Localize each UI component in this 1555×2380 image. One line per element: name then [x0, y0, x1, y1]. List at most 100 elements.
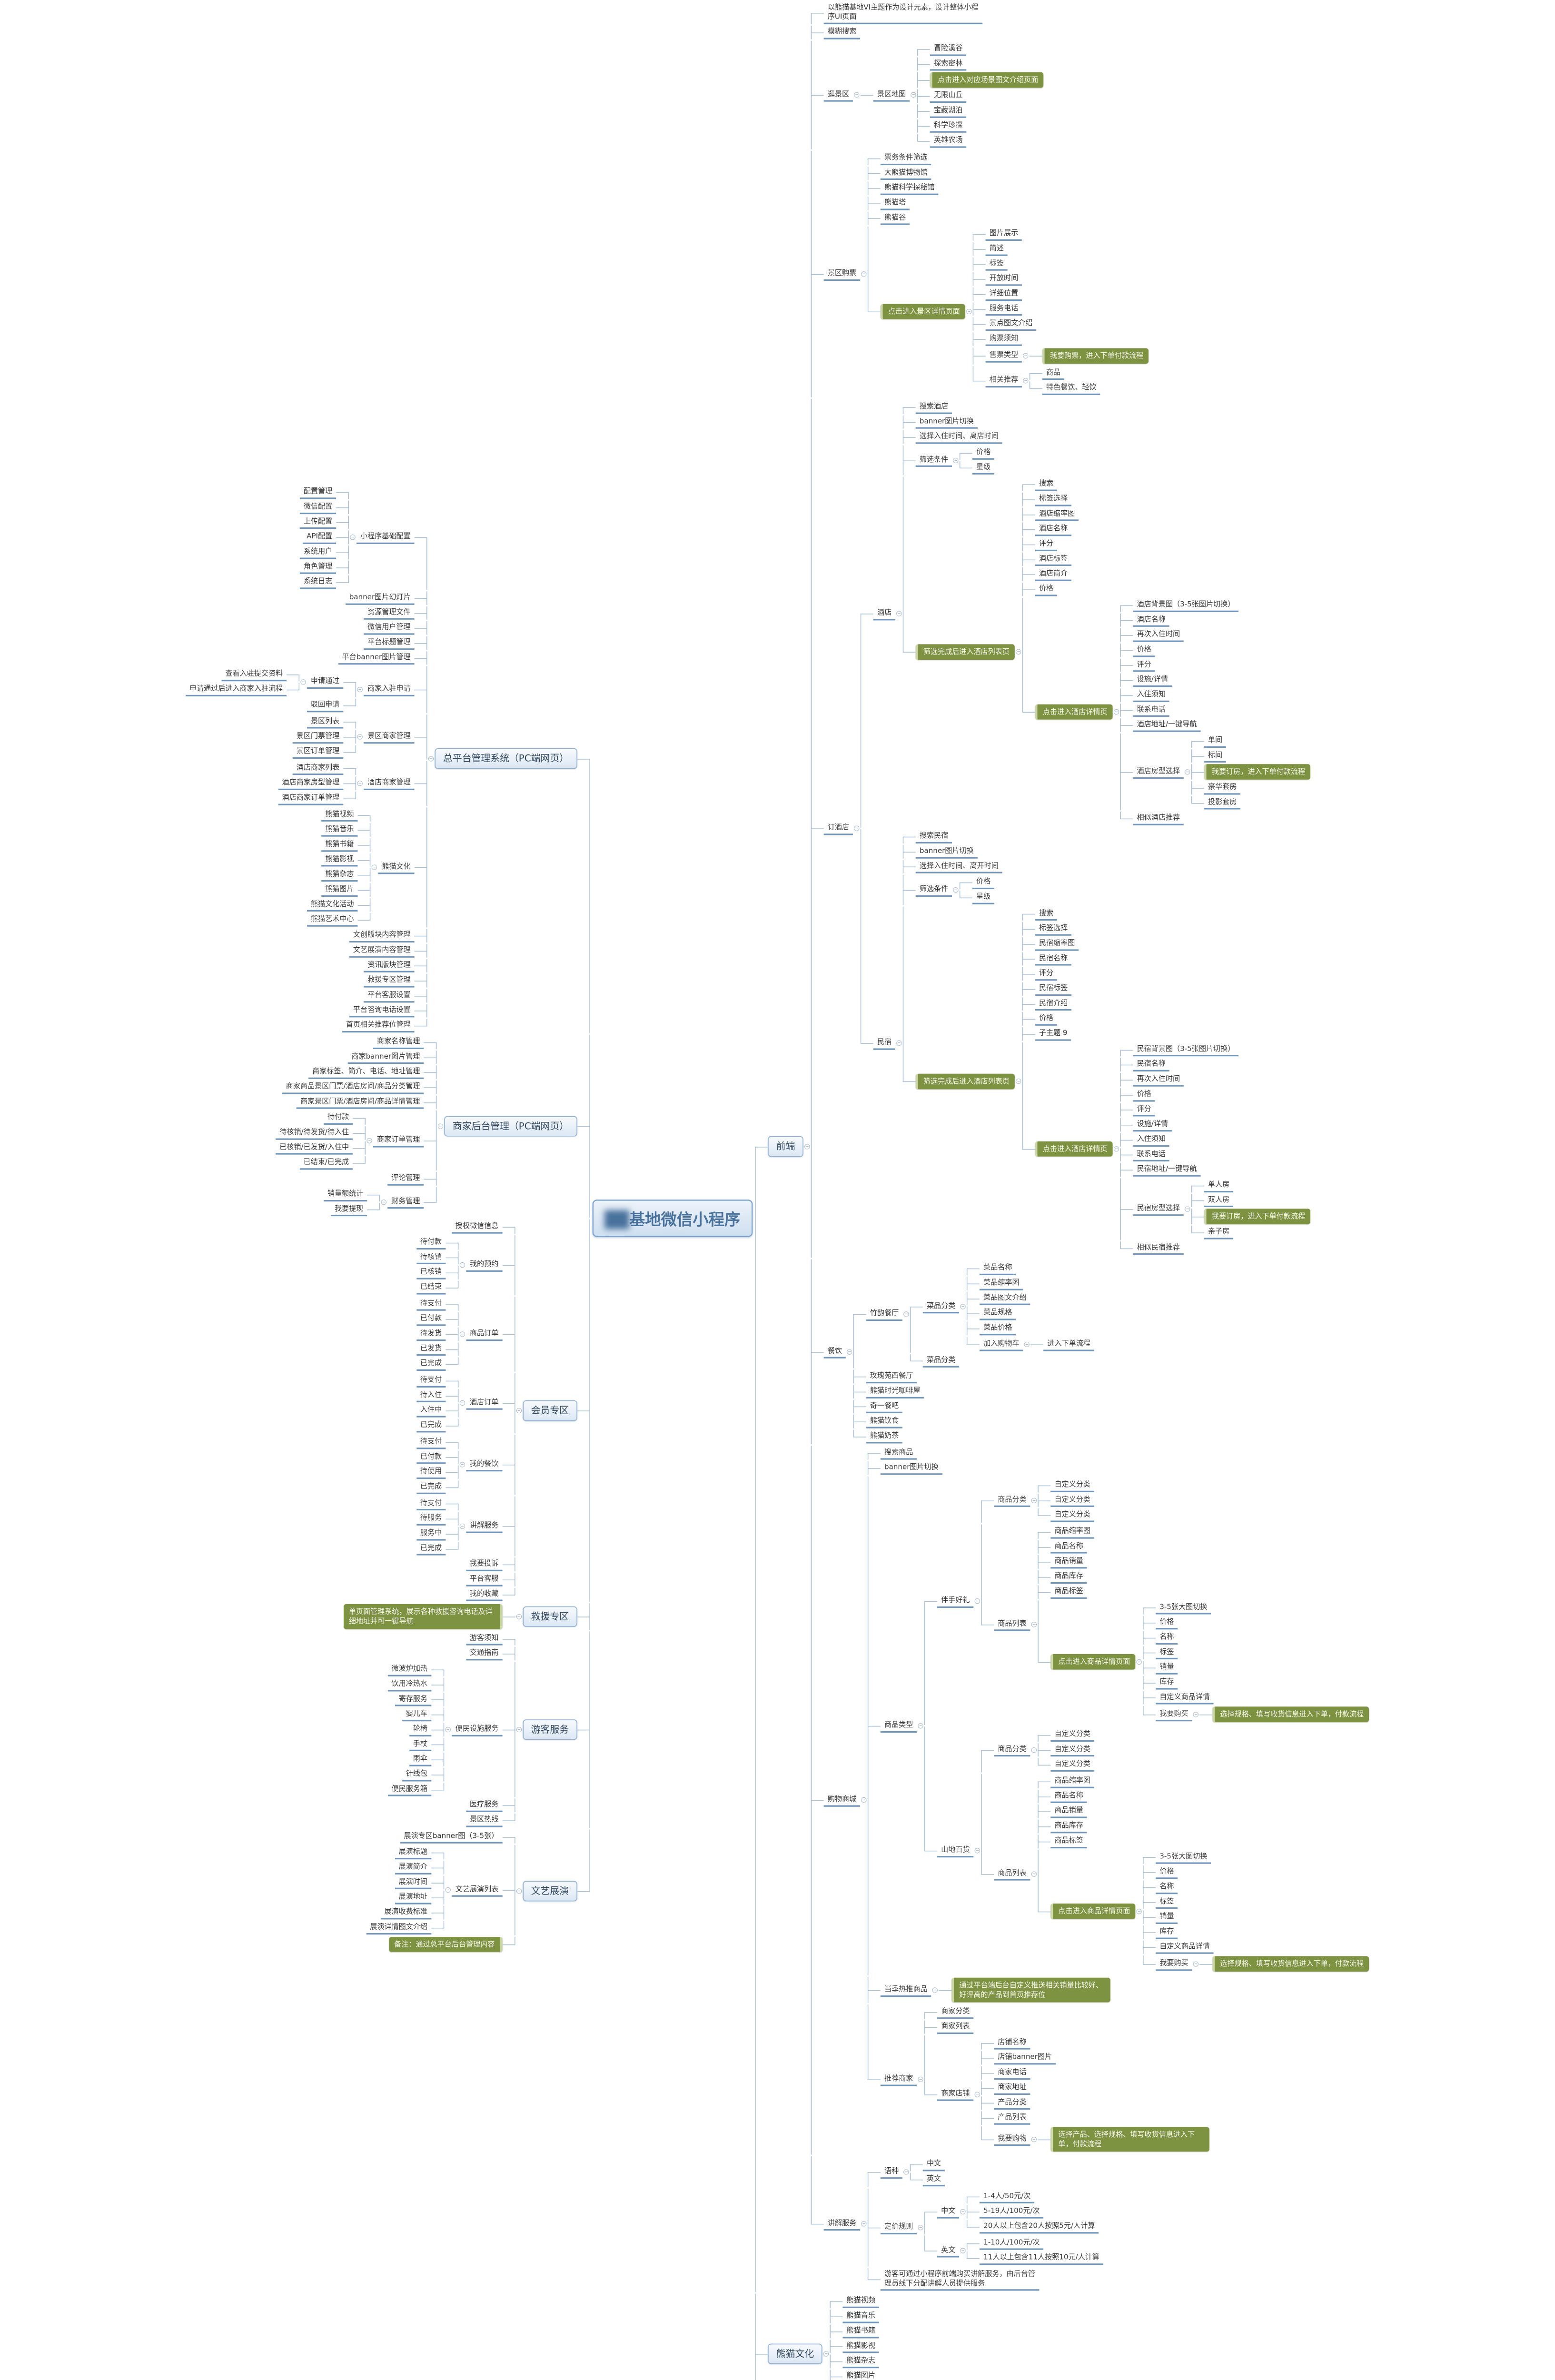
collapse-icon[interactable]: − — [516, 1726, 522, 1733]
topic-node[interactable]: 自定义分类 — [1050, 1728, 1095, 1742]
topic-node[interactable]: 熊猫图片 — [321, 883, 358, 897]
topic-node[interactable]: 以熊猫基地VI主题作为设计元素，设计整体小程序UI页面 — [824, 1, 983, 25]
topic-node[interactable]: 入住须知 — [1133, 688, 1170, 702]
topic-node[interactable]: 展演专区banner图（3-5张） — [400, 1830, 503, 1844]
topic-node[interactable]: 开放时间 — [986, 272, 1022, 286]
topic-node[interactable]: 景区购票 — [824, 268, 861, 281]
topic-node[interactable]: 菜品规格 — [980, 1307, 1016, 1320]
topic-node[interactable]: 投影套房 — [1204, 796, 1241, 810]
topic-node[interactable]: 当季热推商品 — [881, 1983, 931, 1997]
topic-node[interactable]: 单人房 — [1204, 1179, 1234, 1192]
topic-node[interactable]: 搜索 — [1035, 477, 1058, 491]
topic-node[interactable]: 酒店商家房型管理 — [278, 777, 344, 790]
topic-node[interactable]: 价格 — [1133, 1088, 1156, 1102]
topic-node[interactable]: 平台客服设置 — [364, 989, 415, 1003]
topic-node[interactable]: 待使用 — [416, 1466, 446, 1479]
topic-node[interactable]: 微信配置 — [300, 501, 337, 514]
topic-node[interactable]: 我的收藏 — [466, 1588, 503, 1602]
central-topic[interactable]: ██基地微信小程序 — [592, 1200, 753, 1237]
topic-node[interactable]: 待支付 — [416, 1497, 446, 1511]
topic-node[interactable]: 自定义商品详情 — [1156, 1691, 1214, 1705]
topic-node[interactable]: 熊猫科学探秘馆 — [881, 181, 939, 195]
collapse-icon[interactable]: − — [896, 611, 902, 616]
topic-node[interactable]: 待核销 — [416, 1251, 446, 1265]
collapse-icon[interactable]: − — [1031, 1621, 1037, 1627]
topic-node[interactable]: 模糊搜索 — [824, 26, 861, 40]
collapse-icon[interactable]: − — [1185, 1206, 1191, 1212]
topic-node[interactable]: 待入住 — [416, 1389, 446, 1403]
topic-node[interactable]: 已完成 — [416, 1358, 446, 1371]
topic-node[interactable]: 民宿名称 — [1035, 952, 1072, 966]
topic-node[interactable]: 价格 — [1035, 1012, 1058, 1026]
topic-node[interactable]: 待服务 — [416, 1512, 446, 1526]
topic-node[interactable]: 自定义分类 — [1050, 1478, 1095, 1492]
topic-node[interactable]: 熊猫书籍 — [843, 2325, 880, 2339]
topic-node[interactable]: 待支付 — [416, 1436, 446, 1449]
topic-node[interactable]: 山地百货 — [937, 1844, 974, 1858]
topic-node[interactable]: 熊猫影视 — [843, 2340, 880, 2353]
topic-node[interactable]: 加入购物车 — [980, 1338, 1024, 1351]
topic-node[interactable]: 熊猫文化活动 — [307, 898, 358, 912]
topic-node[interactable]: 首页相关推荐位管理 — [342, 1019, 415, 1033]
topic-node[interactable]: 菜品图文介绍 — [980, 1292, 1031, 1306]
topic-node[interactable]: 相关推荐 — [986, 374, 1022, 388]
topic-node[interactable]: 酒店商家列表 — [293, 762, 344, 775]
topic-node[interactable]: 销量 — [1156, 1661, 1178, 1675]
topic-node[interactable]: 1-10人/100元/次 — [980, 2237, 1044, 2250]
topic-node[interactable]: 已完成 — [416, 1542, 446, 1556]
topic-node[interactable]: 商家入驻申请 — [364, 683, 415, 696]
topic-node[interactable]: 申请通过 — [307, 675, 344, 689]
collapse-icon[interactable]: − — [862, 271, 867, 277]
topic-node[interactable]: 商品列表 — [994, 1617, 1031, 1631]
collapse-icon[interactable]: − — [953, 887, 959, 893]
collapse-icon[interactable]: − — [357, 734, 363, 740]
topic-node[interactable]: 库存 — [1156, 1925, 1178, 1939]
topic-node[interactable]: 搜索 — [1035, 907, 1058, 921]
collapse-icon[interactable]: − — [918, 1723, 924, 1729]
topic-node[interactable]: 店铺名称 — [994, 2036, 1031, 2050]
topic-node[interactable]: 资源管理文件 — [364, 606, 415, 620]
topic-node[interactable]: banner图片切换 — [916, 845, 978, 859]
topic-node[interactable]: 医疗服务 — [466, 1799, 503, 1812]
topic-node[interactable]: 待付款 — [324, 1111, 353, 1125]
topic-node[interactable]: 微波炉加热 — [388, 1663, 432, 1676]
topic-node[interactable]: 讲解服务 — [824, 2217, 861, 2231]
topic-node[interactable]: 餐饮 — [824, 1345, 846, 1359]
topic-node[interactable]: 熊猫视频 — [321, 808, 358, 822]
topic-node[interactable]: 婴儿车 — [402, 1708, 432, 1722]
topic-node[interactable]: 我要购买 — [1156, 1957, 1193, 1971]
topic-node[interactable]: 5-19人/100元/次 — [980, 2205, 1044, 2219]
topic-node[interactable]: 民宿 — [873, 1036, 896, 1050]
topic-node[interactable]: 文艺展演列表 — [452, 1884, 503, 1897]
collapse-icon[interactable]: − — [1031, 2136, 1037, 2142]
topic-node[interactable]: 筛选条件 — [916, 883, 952, 897]
topic-node[interactable]: 搜索酒店 — [916, 400, 952, 414]
collapse-icon[interactable]: − — [862, 1797, 867, 1803]
topic-node[interactable]: 上传配置 — [300, 516, 337, 529]
topic-node[interactable]: 酒店订单 — [466, 1397, 503, 1410]
topic-node[interactable]: 配置管理 — [300, 486, 337, 499]
branch-topic-node[interactable]: 熊猫文化 — [768, 2343, 823, 2364]
topic-node[interactable]: 民宿缩率图 — [1035, 937, 1079, 951]
topic-node[interactable]: 商家景区门票/酒店房间/商品详情管理 — [297, 1096, 424, 1109]
topic-node[interactable]: 单间 — [1204, 734, 1227, 748]
topic-node[interactable]: 入住中 — [416, 1404, 446, 1418]
topic-node[interactable]: 景区商家管理 — [364, 730, 415, 744]
topic-node[interactable]: 定价规则 — [881, 2221, 917, 2234]
collapse-icon[interactable]: − — [1016, 1079, 1022, 1084]
topic-node[interactable]: 已结束/已完成 — [300, 1156, 353, 1170]
topic-node[interactable]: 待支付 — [416, 1374, 446, 1388]
topic-node[interactable]: 商品缩率图 — [1050, 1775, 1095, 1788]
topic-node[interactable]: 评分 — [1133, 1103, 1156, 1117]
topic-node[interactable]: 商品缩率图 — [1050, 1525, 1095, 1539]
topic-node[interactable]: 已发货 — [416, 1342, 446, 1356]
topic-node[interactable]: 申请通过后进入商家入驻流程 — [186, 683, 287, 696]
topic-node[interactable]: 展演简介 — [395, 1861, 432, 1874]
collapse-icon[interactable]: − — [459, 1262, 466, 1268]
topic-node[interactable]: 星级 — [972, 891, 995, 904]
topic-node[interactable]: 中文 — [923, 2158, 945, 2172]
topic-node[interactable]: 微信用户管理 — [364, 621, 415, 635]
topic-node[interactable]: 熊猫音乐 — [321, 823, 358, 837]
collapse-icon[interactable]: − — [1114, 1146, 1119, 1152]
topic-node[interactable]: 游客可通过小程序前端购买讲解服务，由后台管理员线下分配讲解人员提供服务 — [881, 2268, 1040, 2291]
